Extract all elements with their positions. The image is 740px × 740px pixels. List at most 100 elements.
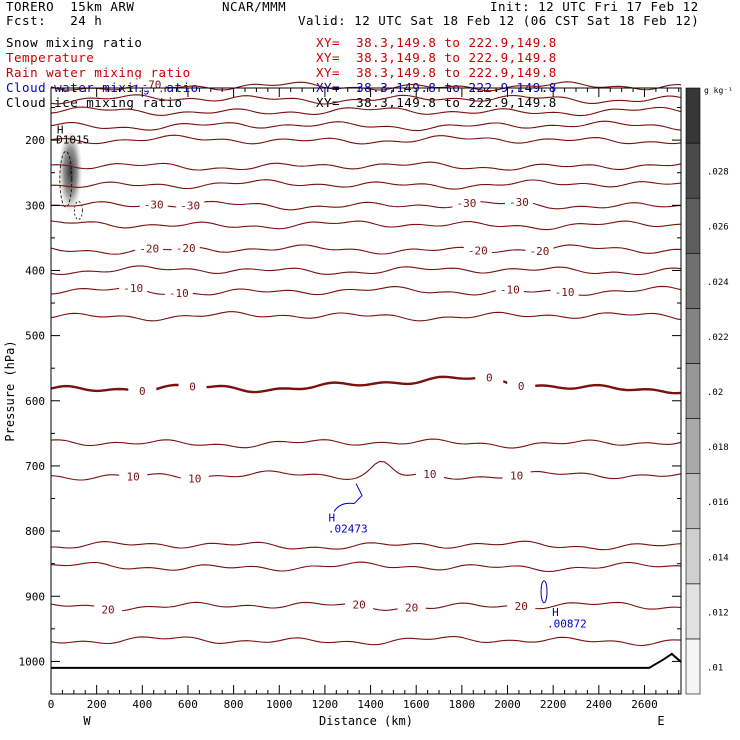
isotherm-line: [50, 311, 682, 322]
y-tick-label: 1000: [19, 655, 46, 668]
y-tick-label: 700: [25, 460, 45, 473]
isotherm-label: -30: [509, 196, 529, 209]
isotherm-label-bg: [135, 242, 164, 255]
cloud-water-contour: [540, 580, 548, 604]
isotherm-label-bg: [397, 601, 426, 614]
x-tick-label: 1800: [449, 698, 476, 711]
isotherm-line: [50, 561, 682, 573]
colorbar-tick-label: .014: [707, 553, 729, 563]
header-center: NCAR/MMM: [222, 0, 287, 14]
colorbar-segment: [685, 583, 701, 640]
cloud-ice-contour: [73, 201, 83, 220]
isotherm-label: 20: [405, 601, 418, 614]
isotherm-label: -70: [141, 79, 161, 92]
y-tick-label: 900: [25, 590, 45, 603]
header-forecast: Fcst: 24 h: [6, 13, 103, 28]
cloud-ice-contour: [59, 150, 73, 208]
legend-xy-range: XY= 38.3,149.8 to 222.9,149.8: [316, 35, 557, 50]
y-tick-label: 500: [25, 330, 45, 343]
x-tick-label: 200: [87, 698, 107, 711]
isotherm-line: [50, 460, 682, 481]
isotherm-label-bg: [119, 470, 148, 483]
colorbar-tick-label: .01: [707, 663, 723, 673]
isotherm-label-bg: [475, 371, 504, 384]
isotherm-label: 20: [101, 604, 114, 617]
y-tick-label: 800: [25, 525, 45, 538]
west-end-label: W: [83, 714, 91, 728]
header-init: Init: 12 UTC Fri 17 Feb 12: [490, 0, 699, 14]
colorbar-tick-label: .018: [707, 443, 729, 453]
isotherm-line: [50, 134, 682, 145]
isotherm-label-bg: [178, 380, 207, 393]
isotherm-label: -20: [530, 245, 550, 258]
isotherm-label: 10: [423, 468, 436, 481]
x-axis-title: Distance (km): [319, 714, 413, 728]
y-tick-label: 600: [25, 395, 45, 408]
isotherm-label: 0: [189, 381, 196, 394]
colorbar-tick-label: .024: [707, 278, 729, 288]
legend-label: Temperature: [6, 50, 95, 65]
isotherm-label-bg: [176, 199, 205, 212]
colorbar-segment: [685, 363, 701, 419]
isotherm-label-bg: [507, 380, 536, 393]
isotherm-label: -20: [139, 242, 159, 255]
x-tick-label: 1600: [403, 698, 430, 711]
x-tick-label: 400: [132, 698, 152, 711]
legend-label: Rain water mixing ratio: [6, 65, 191, 80]
isotherm-line: [50, 179, 682, 190]
isotherm-label-bg: [171, 241, 200, 254]
isotherm-label: -20: [176, 242, 196, 255]
isotherm-label: -10: [555, 286, 575, 299]
isotherm-label: 20: [515, 600, 528, 613]
x-tick-label: 1400: [357, 698, 384, 711]
isotherm-label-bg: [94, 603, 123, 616]
x-tick-label: 2000: [494, 698, 521, 711]
isotherm-label: 0: [518, 380, 525, 393]
isotherm-label-bg: [507, 600, 536, 613]
x-tick-label: 2200: [540, 698, 567, 711]
isotherm-line: [50, 438, 682, 449]
isotherm-label-bg: [463, 244, 492, 257]
isotherm-label-bg: [345, 598, 374, 611]
isotherm-label-bg: [180, 472, 209, 485]
isotherm-line: [50, 540, 682, 551]
east-end-label: E: [657, 714, 664, 728]
isotherm-label-bg: [525, 244, 554, 257]
colorbar-segment: [685, 197, 701, 254]
isotherm-label: -10: [169, 287, 189, 300]
isotherm-label-bg: [502, 469, 531, 482]
x-tick-label: 800: [224, 698, 244, 711]
colorbar-tick-label: .026: [707, 223, 729, 233]
colorbar-segment: [685, 142, 701, 199]
colorbar-segment: [685, 638, 701, 695]
isotherm-label-bg: [415, 467, 444, 480]
isotherm-line: [50, 106, 682, 117]
isotherm-line: [50, 265, 682, 276]
isotherm-label: -20: [468, 245, 488, 258]
x-tick-label: 0: [48, 698, 55, 711]
y-tick-label: 200: [25, 134, 45, 147]
extremum-label: H: [328, 511, 335, 524]
colorbar-tick-label: .02: [707, 388, 723, 398]
isotherm-line: [50, 161, 682, 171]
legend-xy-range: XY= 38.3,149.8 to 222.9,149.8: [316, 95, 557, 110]
isotherm-label-bg: [504, 196, 533, 209]
colorbar-tick-label: .022: [707, 333, 729, 343]
x-tick-label: 1000: [266, 698, 293, 711]
x-tick-label: 2600: [631, 698, 658, 711]
isotherm-label-bg: [495, 283, 524, 296]
isotherm-label: 10: [510, 470, 523, 483]
extremum-label: D1015: [56, 133, 89, 146]
colorbar-tick-label: .012: [707, 608, 729, 618]
isotherm-label: -30: [456, 197, 476, 210]
isotherm-line: [50, 120, 682, 132]
isotherm-label: 0: [139, 385, 146, 398]
colorbar-tick-label: .028: [707, 168, 729, 178]
header-model: TORERO 15km ARW: [6, 0, 135, 14]
header-valid: Valid: 12 UTC Sat 18 Feb 12 (06 CST Sat …: [298, 13, 700, 28]
extremum-label: .00872: [547, 618, 587, 631]
isotherm-line: [50, 635, 682, 647]
isotherm-label-bg: [550, 285, 579, 298]
colorbar-segment: [685, 473, 701, 530]
